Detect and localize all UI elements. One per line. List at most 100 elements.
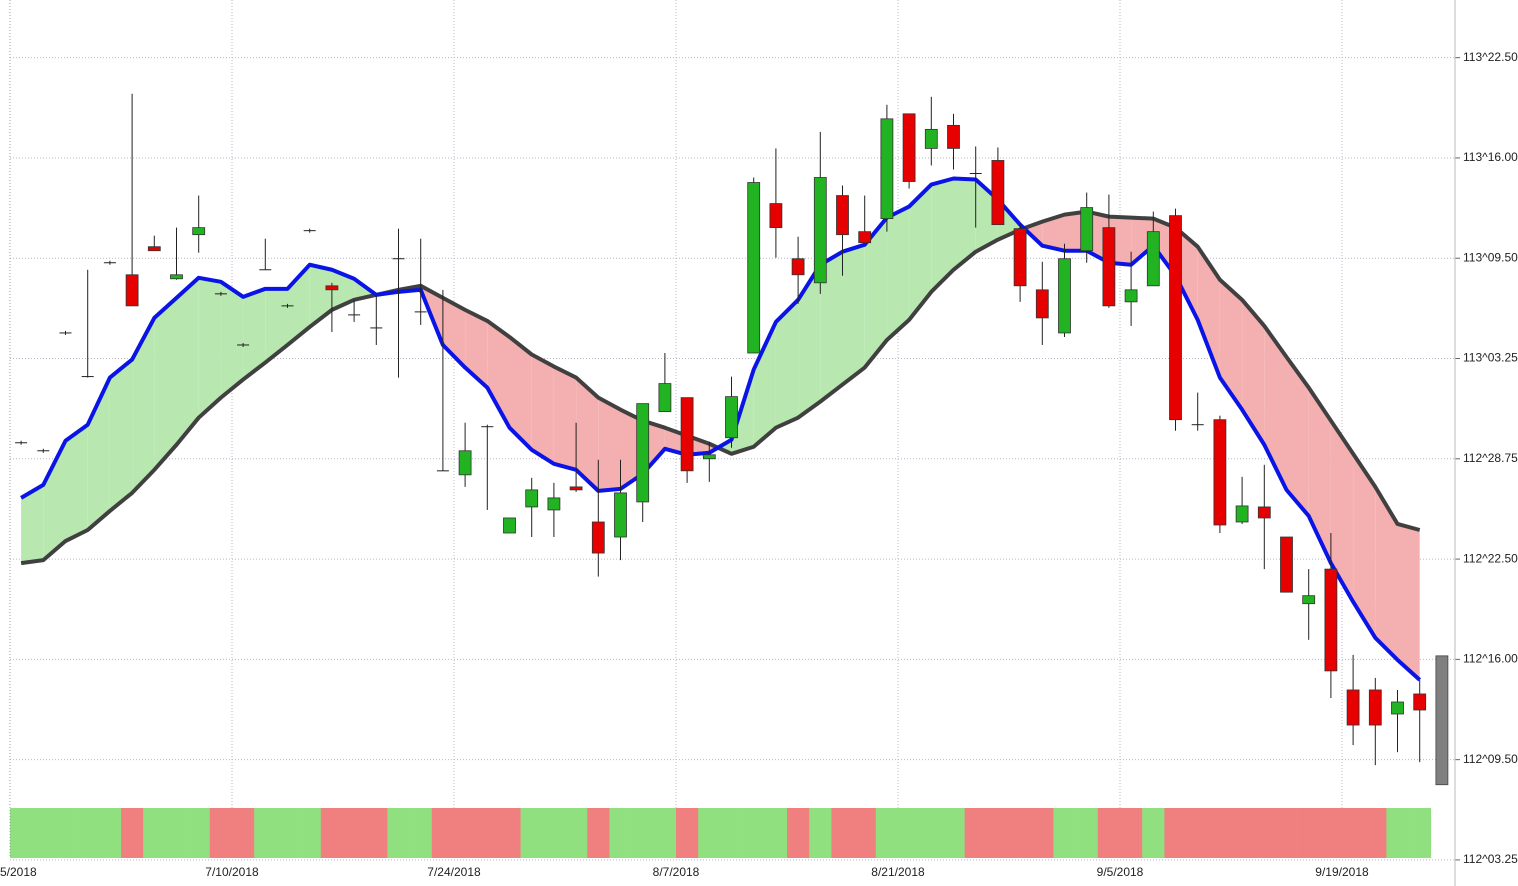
signal-cell [1231,808,1254,858]
cloud-fill [1131,217,1154,265]
y-tick-label: 113^03.25 [1463,351,1518,365]
candle-body [1124,289,1138,303]
candle-body [569,486,583,491]
cloud-fill [1197,246,1220,378]
candle-body [1324,568,1338,672]
cloud-fill [220,281,244,398]
cloud-fill [309,264,332,327]
signal-cell [831,808,854,858]
candle-body [947,124,960,149]
cloud-fill [132,317,155,493]
signal-cell [587,808,610,858]
signal-cell [1053,808,1076,858]
signal-cell [498,808,521,858]
candle-body [1302,595,1316,605]
candle-body [702,454,716,460]
candle-body [880,118,894,220]
cloud-fill [531,354,554,464]
candle-body [147,246,161,252]
signal-cell [1120,808,1143,858]
signal-cell [1319,808,1343,858]
cloud-fill [775,299,799,428]
candle-body [1058,258,1071,334]
candle-body [325,285,339,291]
signal-cell [387,808,410,858]
cloud-fill [109,359,133,511]
cloud-fill [243,288,266,380]
candle-body [1280,536,1293,593]
signal-cell [1275,808,1298,858]
candle-body [1169,215,1182,421]
y-tick-label: 112^03.25 [1463,852,1518,866]
signal-cell [409,808,433,858]
signal-cell [254,808,277,858]
signal-cell [609,808,632,858]
signal-cell [32,808,55,858]
signal-cell [143,808,166,858]
cloud-fill [576,377,599,491]
candle-body [1257,506,1271,519]
signal-cell [76,808,100,858]
cloud-fill [953,178,976,270]
cloud-fill [465,309,488,388]
signal-cell [653,808,677,858]
signal-cell [10,808,33,858]
cloud-fill [909,184,932,320]
signal-cell [165,808,188,858]
signal-cell [209,808,233,858]
cloud-fill [864,217,887,368]
y-tick-label: 112^16.00 [1463,652,1518,666]
cloud-fill [842,244,865,385]
cloud-layer [21,178,1420,680]
candle-body [991,160,1005,226]
cloud-fill [598,397,621,491]
candle-body [1080,207,1094,252]
candle-body [680,397,694,472]
cloud-fill [43,440,66,561]
signal-cell [98,808,122,858]
signal-cell [631,808,655,858]
candle-body [1346,689,1360,726]
signal-cell [787,808,810,858]
cloud-fill [154,297,177,470]
cloud-fill [1308,387,1331,564]
cloud-fill [509,336,532,450]
signal-cell [320,808,344,858]
candle-body [658,383,672,413]
candle-body [1035,289,1049,319]
candle-body [636,403,650,503]
candle-body [1102,227,1116,307]
candle-body [813,177,827,284]
candle-body [125,274,139,307]
signal-cell [1097,808,1121,858]
candle-body [769,203,783,229]
cloud-fill [65,424,88,542]
cloud-fill [1219,279,1243,410]
cloud-fill [176,277,199,445]
ma-line [20,209,1421,566]
cloud-fill [931,178,954,292]
signal-cell [520,808,544,858]
candle-body [902,113,916,182]
candle-body [614,492,627,538]
x-tick-label: 6/25/2018 [0,865,37,879]
cloud-fill [1397,523,1420,680]
y-tick-label: 112^28.75 [1463,451,1518,465]
signal-cell [1186,808,1210,858]
signal-cell [809,808,832,858]
signal-cell [298,808,322,858]
candle-body [1013,228,1027,287]
y-tick-label: 113^16.00 [1463,150,1518,164]
cloud-fill [1286,357,1309,516]
cloud-fill [1353,453,1376,638]
candle-body [458,450,472,476]
y-tick-label: 113^09.50 [1463,250,1518,264]
ma-line [20,176,1422,682]
candle-layer [15,93,1449,786]
candle-body [836,195,849,236]
candle-body [858,231,872,244]
signal-cell [232,808,255,858]
candle-body [503,517,516,534]
signal-cell [676,808,699,858]
